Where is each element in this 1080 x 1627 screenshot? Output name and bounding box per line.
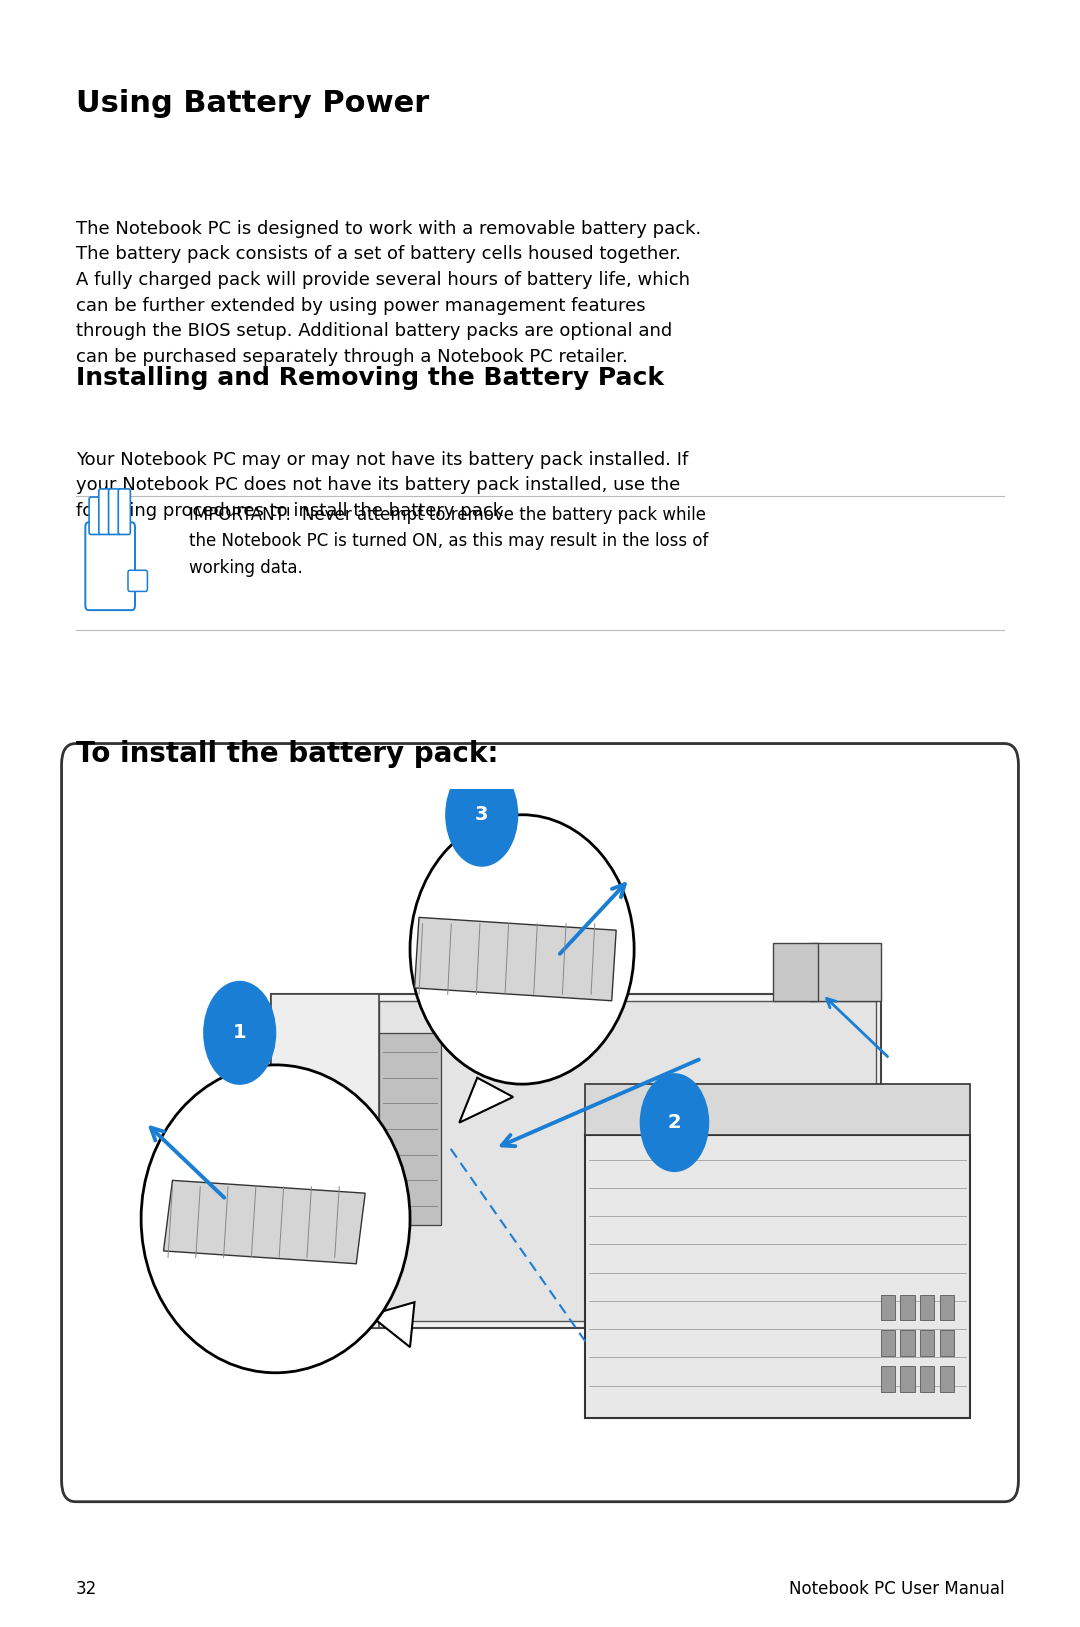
FancyBboxPatch shape	[880, 1331, 895, 1357]
FancyBboxPatch shape	[940, 1367, 954, 1393]
Text: 3: 3	[475, 805, 488, 825]
Polygon shape	[271, 994, 880, 1328]
Text: Your Notebook PC may or may not have its battery pack installed. If
your Noteboo: Your Notebook PC may or may not have its…	[76, 451, 688, 521]
Polygon shape	[271, 994, 379, 1328]
Circle shape	[204, 981, 275, 1084]
FancyBboxPatch shape	[127, 569, 147, 591]
Text: 2: 2	[667, 1113, 681, 1132]
Polygon shape	[379, 1001, 876, 1321]
Text: Notebook PC User Manual: Notebook PC User Manual	[788, 1580, 1004, 1598]
FancyBboxPatch shape	[85, 522, 135, 610]
FancyBboxPatch shape	[901, 1295, 915, 1319]
FancyBboxPatch shape	[880, 1367, 895, 1393]
Text: 1: 1	[233, 1023, 246, 1043]
Polygon shape	[585, 1084, 970, 1136]
Polygon shape	[773, 944, 818, 1001]
Polygon shape	[208, 1149, 271, 1199]
FancyBboxPatch shape	[940, 1295, 954, 1319]
Polygon shape	[585, 1136, 970, 1417]
Text: Installing and Removing the Battery Pack: Installing and Removing the Battery Pack	[76, 366, 663, 390]
Polygon shape	[208, 1097, 275, 1264]
Polygon shape	[379, 1033, 442, 1225]
FancyBboxPatch shape	[920, 1367, 934, 1393]
FancyBboxPatch shape	[901, 1331, 915, 1357]
FancyBboxPatch shape	[940, 1331, 954, 1357]
Text: Using Battery Power: Using Battery Power	[76, 89, 429, 119]
FancyBboxPatch shape	[920, 1295, 934, 1319]
FancyBboxPatch shape	[880, 1295, 895, 1319]
Polygon shape	[809, 944, 880, 1001]
Polygon shape	[415, 918, 617, 1001]
Text: The Notebook PC is designed to work with a removable battery pack.
The battery p: The Notebook PC is designed to work with…	[76, 220, 701, 366]
FancyBboxPatch shape	[920, 1331, 934, 1357]
Text: IMPORTANT!  Never attempt to remove the battery pack while
the Notebook PC is tu: IMPORTANT! Never attempt to remove the b…	[189, 506, 708, 578]
Circle shape	[640, 1074, 708, 1171]
Text: To install the battery pack:: To install the battery pack:	[76, 740, 498, 768]
FancyBboxPatch shape	[90, 498, 102, 534]
Text: 32: 32	[76, 1580, 97, 1598]
FancyBboxPatch shape	[119, 488, 131, 534]
Ellipse shape	[410, 815, 634, 1084]
Ellipse shape	[141, 1066, 410, 1373]
Polygon shape	[459, 1077, 513, 1123]
Circle shape	[446, 763, 517, 866]
Polygon shape	[163, 1180, 365, 1264]
FancyBboxPatch shape	[99, 488, 111, 534]
FancyBboxPatch shape	[901, 1367, 915, 1393]
Polygon shape	[369, 1302, 415, 1347]
FancyBboxPatch shape	[62, 744, 1018, 1502]
FancyBboxPatch shape	[108, 488, 121, 534]
